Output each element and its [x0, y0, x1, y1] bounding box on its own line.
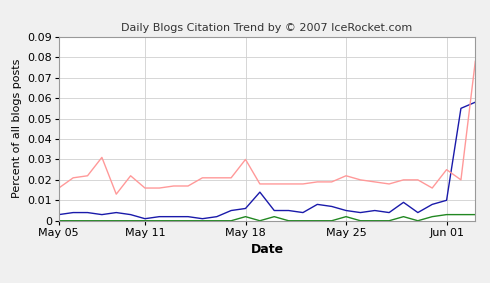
X-axis label: Date: Date	[250, 243, 284, 256]
Y-axis label: Percent of all blogs posts: Percent of all blogs posts	[12, 59, 22, 198]
Legend: Max Mosley, FIA, Nazi orgy: Max Mosley, FIA, Nazi orgy	[132, 282, 360, 283]
Title: Daily Blogs Citation Trend by © 2007 IceRocket.com: Daily Blogs Citation Trend by © 2007 Ice…	[122, 23, 413, 33]
